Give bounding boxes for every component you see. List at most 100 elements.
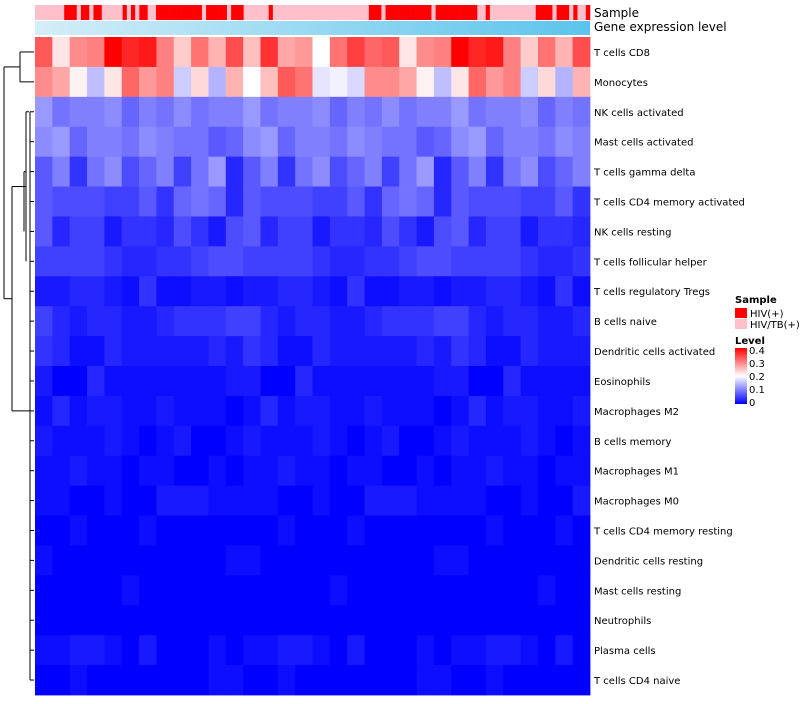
- heatmap-cell: [520, 96, 539, 128]
- heatmap-cell: [468, 455, 487, 487]
- heatmap-cell: [260, 66, 279, 98]
- heatmap-cell: [139, 246, 157, 277]
- heatmap-cell: [312, 366, 331, 397]
- heatmap-cell: [260, 485, 279, 516]
- heatmap-cell: [329, 216, 348, 247]
- heatmap-cell: [416, 216, 435, 247]
- heatmap-cell: [69, 455, 88, 487]
- heatmap-cell: [260, 306, 279, 337]
- heatmap-cell: [572, 395, 591, 427]
- heatmap-cell: [555, 485, 574, 516]
- heatmap-cell: [312, 276, 331, 307]
- heatmap-cell: [537, 126, 556, 158]
- heatmap-cell: [191, 246, 209, 277]
- heatmap-cell: [104, 66, 123, 98]
- heatmap-cell: [416, 186, 435, 217]
- heatmap-cell: [52, 425, 71, 457]
- sample-annotation-cell: [418, 5, 424, 20]
- heatmap-cell: [277, 276, 296, 307]
- heatmap-cell: [451, 455, 469, 487]
- heatmap-cell: [572, 37, 591, 68]
- heatmap-cell: [69, 575, 88, 606]
- heatmap-cell: [173, 665, 192, 696]
- heatmap-cell: [277, 186, 296, 217]
- heatmap-cell: [433, 395, 452, 427]
- heatmap-cell: [52, 216, 71, 247]
- heatmap-cell: [295, 455, 313, 487]
- heatmap-cell: [225, 96, 244, 128]
- heatmap-cell: [416, 575, 435, 606]
- heatmap-cell: [451, 545, 469, 576]
- heatmap-cell: [537, 156, 556, 187]
- heatmap-cell: [381, 246, 400, 277]
- heatmap-cell: [277, 366, 296, 397]
- heatmap-cell: [416, 455, 435, 487]
- heatmap-cell: [243, 455, 261, 487]
- heatmap-cell: [503, 276, 522, 307]
- heatmap-cell: [87, 545, 105, 576]
- heatmap-cell: [139, 635, 157, 666]
- heatmap-cell: [277, 336, 296, 367]
- heatmap-cell: [277, 395, 296, 427]
- heatmap-cell: [104, 336, 123, 367]
- heatmap-cell: [52, 37, 71, 68]
- heatmap-cell: [243, 515, 261, 546]
- heatmap-cell: [295, 276, 313, 307]
- sample-annotation-cell: [431, 5, 436, 20]
- heatmap-cell: [260, 545, 279, 576]
- heatmap-cell: [35, 156, 53, 187]
- sample-annotation-cell: [423, 5, 428, 20]
- heatmap-cell: [139, 366, 157, 397]
- heatmap-cell: [173, 216, 192, 247]
- heatmap-cell: [104, 545, 123, 576]
- sample-annotation-cell: [318, 5, 324, 20]
- heatmap-cell: [52, 156, 71, 187]
- heatmap-cell: [191, 186, 209, 217]
- sample-annotation-cell: [485, 5, 491, 20]
- sample-annotation-cell: [101, 5, 107, 20]
- heatmap-cell: [468, 216, 487, 247]
- heatmap-cell: [485, 395, 504, 427]
- heatmap-cell: [451, 306, 469, 337]
- heatmap-cell: [225, 605, 244, 636]
- heatmap-cell: [416, 635, 435, 666]
- heatmap-cell: [208, 485, 227, 516]
- heatmap-cell: [52, 485, 71, 516]
- heatmap-cell: [52, 515, 71, 546]
- sample-annotation-cell: [381, 5, 386, 20]
- heatmap-cell: [503, 545, 522, 576]
- heatmap-cell: [173, 37, 192, 68]
- heatmap-cell: [503, 665, 522, 696]
- heatmap-cell: [260, 276, 279, 307]
- heatmap-cell: [139, 216, 157, 247]
- heatmap-cell: [572, 276, 591, 307]
- sample-annotation-cell: [251, 5, 257, 20]
- heatmap-cell: [121, 306, 140, 337]
- heatmap-cell: [295, 216, 313, 247]
- sample-annotation-cell: [68, 5, 73, 20]
- heatmap-cell: [208, 545, 227, 576]
- heatmap-cell: [485, 186, 504, 217]
- heatmap-cell: [35, 665, 53, 696]
- heatmap-cell: [121, 186, 140, 217]
- heatmap-cell: [121, 336, 140, 367]
- row-label: T cells follicular helper: [593, 257, 708, 268]
- heatmap-cell: [191, 395, 209, 427]
- sample-annotation-cell: [356, 5, 361, 20]
- sample-annotation-cell: [414, 5, 420, 20]
- heatmap-cell: [243, 66, 261, 98]
- heatmap-cell: [208, 276, 227, 307]
- sample-annotation-cell: [481, 5, 486, 20]
- heatmap-cell: [451, 665, 469, 696]
- heatmap-cell: [399, 37, 417, 68]
- sample-annotation-cell: [556, 5, 562, 20]
- heatmap-cell: [139, 605, 157, 636]
- heatmap-cell: [173, 156, 192, 187]
- heatmap-cell: [225, 156, 244, 187]
- heatmap-cell: [121, 246, 140, 277]
- heatmap-cell: [399, 216, 417, 247]
- heatmap-cell: [312, 545, 331, 576]
- heatmap-cell: [191, 276, 209, 307]
- heatmap-cell: [416, 37, 435, 68]
- heatmap-cell: [277, 126, 296, 158]
